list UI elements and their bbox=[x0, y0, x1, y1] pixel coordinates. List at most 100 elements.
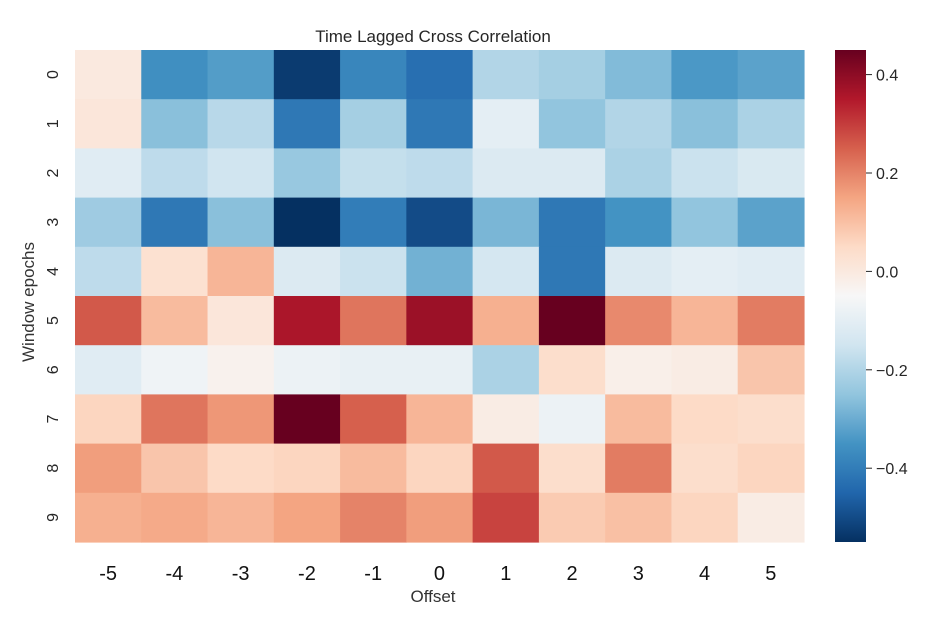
y-tick-label: 0 bbox=[45, 70, 62, 79]
colorbar-tick-label: 0.4 bbox=[876, 68, 898, 85]
heatmap-cell bbox=[273, 148, 341, 199]
heatmap-cell bbox=[406, 197, 474, 248]
heatmap-cell bbox=[75, 394, 142, 445]
heatmap-cell bbox=[141, 492, 209, 543]
heatmap-cell bbox=[273, 99, 341, 149]
y-axis-label: Window epochs bbox=[19, 242, 38, 362]
heatmap-cell bbox=[737, 345, 805, 395]
heatmap-cell bbox=[605, 443, 673, 494]
heatmap-cell bbox=[141, 148, 209, 199]
heatmap-cell bbox=[737, 296, 805, 346]
heatmap-cell bbox=[207, 492, 275, 543]
x-tick-label: -4 bbox=[166, 563, 184, 585]
heatmap-cell bbox=[671, 50, 739, 100]
heatmap-cell bbox=[207, 443, 275, 494]
heatmap-cell bbox=[207, 345, 275, 395]
heatmap-cell bbox=[75, 296, 142, 346]
heatmap-cell bbox=[273, 296, 341, 346]
heatmap-cell bbox=[538, 443, 606, 494]
heatmap-cell bbox=[671, 492, 739, 543]
heatmap-cell bbox=[737, 148, 805, 199]
heatmap-cell bbox=[406, 148, 474, 199]
heatmap-cell bbox=[75, 197, 142, 248]
heatmap-cell bbox=[207, 394, 275, 445]
heatmap-cell bbox=[75, 246, 142, 297]
x-tick-label: 3 bbox=[633, 563, 644, 585]
heatmap-cell bbox=[141, 197, 209, 248]
heatmap-cell bbox=[273, 394, 341, 445]
colorbar-tick-label: 0.0 bbox=[876, 264, 898, 281]
y-tick-labels: 0 1 2 3 4 5 6 7 8 9 bbox=[45, 70, 62, 522]
heatmap-cell bbox=[472, 99, 540, 149]
heatmap-cell bbox=[472, 443, 540, 494]
heatmap-cell bbox=[75, 492, 142, 543]
y-tick-label: 8 bbox=[45, 464, 62, 473]
heatmap-cell bbox=[737, 197, 805, 248]
y-tick-label: 6 bbox=[45, 365, 62, 374]
heatmap-cell bbox=[605, 197, 673, 248]
x-tick-label: 2 bbox=[566, 563, 577, 585]
heatmap-cell bbox=[273, 197, 341, 248]
y-tick-label: 1 bbox=[45, 119, 62, 128]
heatmap-cell bbox=[538, 148, 606, 199]
heatmap-cell bbox=[406, 394, 474, 445]
heatmap-cell bbox=[605, 246, 673, 297]
heatmap-cell bbox=[207, 99, 275, 149]
x-tick-label: 4 bbox=[699, 563, 710, 585]
heatmap-cell bbox=[538, 246, 606, 297]
heatmap-cell bbox=[340, 50, 407, 100]
heatmap-cell bbox=[207, 296, 275, 346]
heatmap-cell bbox=[737, 443, 805, 494]
heatmap-cell bbox=[340, 443, 407, 494]
heatmap-cell bbox=[273, 345, 341, 395]
x-tick-label: -2 bbox=[298, 563, 316, 585]
chart-title: Time Lagged Cross Correlation bbox=[315, 27, 551, 46]
heatmap-cell bbox=[75, 443, 142, 494]
heatmap-cell bbox=[605, 99, 673, 149]
y-tick-label: 9 bbox=[45, 513, 62, 522]
heatmap-cells bbox=[75, 50, 805, 543]
heatmap-cell bbox=[406, 443, 474, 494]
heatmap-cell bbox=[75, 50, 142, 100]
heatmap-cell bbox=[406, 296, 474, 346]
heatmap-cell bbox=[406, 50, 474, 100]
heatmap-cell bbox=[141, 99, 209, 149]
heatmap-cell bbox=[671, 246, 739, 297]
heatmap-cell bbox=[340, 492, 407, 543]
heatmap-cell bbox=[538, 345, 606, 395]
heatmap-cell bbox=[340, 394, 407, 445]
heatmap-cell bbox=[141, 443, 209, 494]
x-tick-label: 1 bbox=[500, 563, 511, 585]
colorbar-tick-label: −0.4 bbox=[876, 461, 908, 478]
x-tick-label: -5 bbox=[99, 563, 117, 585]
heatmap-cell bbox=[273, 50, 341, 100]
heatmap-cell bbox=[472, 197, 540, 248]
heatmap-cell bbox=[671, 197, 739, 248]
x-tick-labels: -5 -4 -3 -2 -1 0 1 2 3 4 5 bbox=[99, 563, 776, 585]
x-axis-label: Offset bbox=[410, 587, 455, 606]
heatmap-cell bbox=[406, 492, 474, 543]
heatmap-cell bbox=[605, 50, 673, 100]
heatmap-cell bbox=[406, 246, 474, 297]
heatmap-cell bbox=[538, 394, 606, 445]
heatmap-cell bbox=[538, 99, 606, 149]
heatmap-cell bbox=[340, 148, 407, 199]
heatmap-cell bbox=[737, 394, 805, 445]
heatmap-cell bbox=[406, 99, 474, 149]
x-tick-label: 0 bbox=[434, 563, 445, 585]
heatmap-cell bbox=[75, 345, 142, 395]
heatmap-cell bbox=[671, 296, 739, 346]
heatmap-cell bbox=[406, 345, 474, 395]
y-tick-label: 7 bbox=[45, 414, 62, 423]
heatmap-cell bbox=[472, 492, 540, 543]
heatmap-cell bbox=[538, 50, 606, 100]
heatmap-cell bbox=[75, 99, 142, 149]
heatmap-cell bbox=[207, 246, 275, 297]
heatmap-cell bbox=[472, 345, 540, 395]
y-tick-label: 2 bbox=[45, 168, 62, 177]
heatmap-cell bbox=[273, 246, 341, 297]
heatmap-cell bbox=[605, 345, 673, 395]
heatmap-cell bbox=[207, 50, 275, 100]
heatmap-cell bbox=[605, 492, 673, 543]
